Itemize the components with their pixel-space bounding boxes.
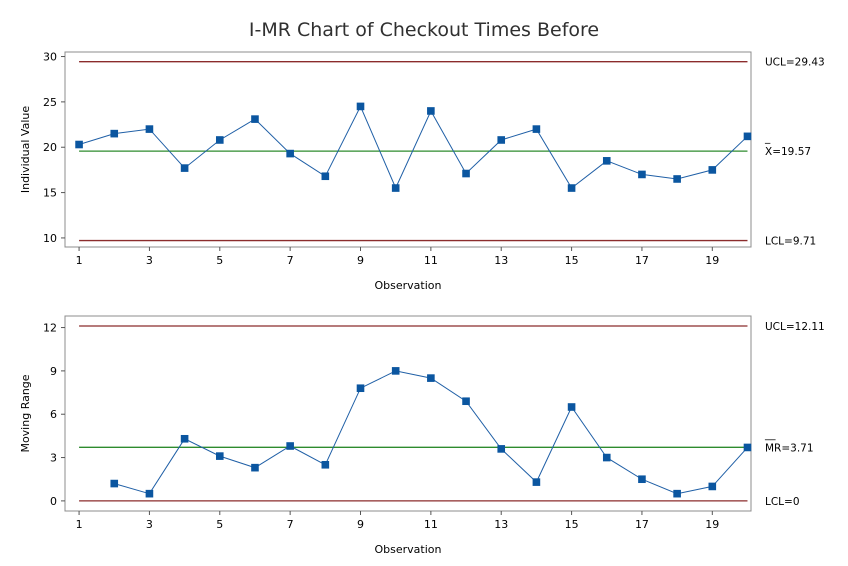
data-point [638,475,646,484]
x-tick-label: 19 [705,254,719,267]
data-point [743,443,752,452]
data-point [532,478,541,486]
x-tick-label: 3 [146,254,153,267]
y-tick-label: 0 [50,495,57,508]
data-point [321,172,330,181]
data-point [145,489,154,498]
data-point [567,403,576,411]
x-tick-label: 15 [565,518,579,531]
plot-frame [64,315,752,512]
data-point [215,452,224,460]
x-tick-label: 5 [216,254,223,267]
y-tick-label: 3 [50,452,57,465]
data-point [497,445,506,453]
x-tick-label: 3 [146,518,153,531]
data-point [532,125,541,133]
ucl-label: UCL=12.11 [765,321,825,333]
data-point [286,442,294,450]
x-tick-label: 1 [76,254,83,267]
x-tick-label: 11 [424,518,438,531]
data-point [708,166,717,174]
plot-frame [64,51,752,248]
data-point [356,384,365,393]
data-point [427,374,435,382]
y-tick-label: 10 [43,232,57,245]
data-point [251,463,259,472]
data-point [145,125,154,133]
center-label: X=19.57 [765,146,811,158]
lcl-label: LCL=0 [765,496,800,508]
x-tick-label: 5 [216,518,223,531]
x-tick-label: 19 [705,518,719,531]
data-point [391,184,400,192]
x-tick-label: 9 [357,254,364,267]
data-point [251,115,259,123]
data-point [356,102,365,111]
x-tick-label: 13 [494,254,508,267]
y-tick-label: 6 [50,408,57,421]
data-point [673,175,681,183]
data-point [462,169,470,178]
center-label: MR=3.71 [765,442,814,454]
y-axis-label: Individual Value [19,106,32,194]
x-tick-label: 13 [494,518,508,531]
data-point [673,489,681,498]
x-tick-label: 15 [565,254,579,267]
data-point [708,482,717,491]
data-point [75,140,83,149]
x-axis-label: Observation [375,279,442,292]
x-tick-label: 9 [357,518,364,531]
data-point [602,453,611,462]
x-axis-label: Observation [375,543,442,556]
ucl-label: UCL=29.43 [765,57,825,69]
y-tick-label: 9 [50,365,57,378]
data-point [180,164,189,172]
data-point [110,479,119,488]
data-point [743,132,752,141]
data-point [602,157,611,165]
data-point [462,397,470,406]
data-point [391,367,400,375]
data-point [110,129,119,138]
x-tick-label: 17 [635,518,649,531]
data-point [567,184,576,192]
data-point [215,136,224,144]
y-axis-label: Moving Range [19,374,32,452]
data-point [497,136,506,144]
lcl-label: LCL=9.71 [765,236,816,248]
y-tick-label: 15 [43,187,57,200]
x-tick-label: 1 [76,518,83,531]
y-tick-label: 12 [43,322,57,335]
data-point [286,149,294,158]
y-tick-label: 25 [43,96,57,109]
y-tick-label: 30 [43,51,57,64]
x-tick-label: 7 [287,254,294,267]
data-point [321,460,330,469]
chart-title: I-MR Chart of Checkout Times Before [249,19,599,41]
series-line [114,370,748,495]
series-line [78,105,748,190]
y-tick-label: 20 [43,141,57,154]
center-label-bar: __ [764,428,776,440]
center-label-bar: _ [764,132,771,144]
x-tick-label: 11 [424,254,438,267]
data-point [180,434,189,443]
data-point [638,170,646,179]
data-point [427,107,435,115]
x-tick-label: 17 [635,254,649,267]
x-tick-label: 7 [287,518,294,531]
